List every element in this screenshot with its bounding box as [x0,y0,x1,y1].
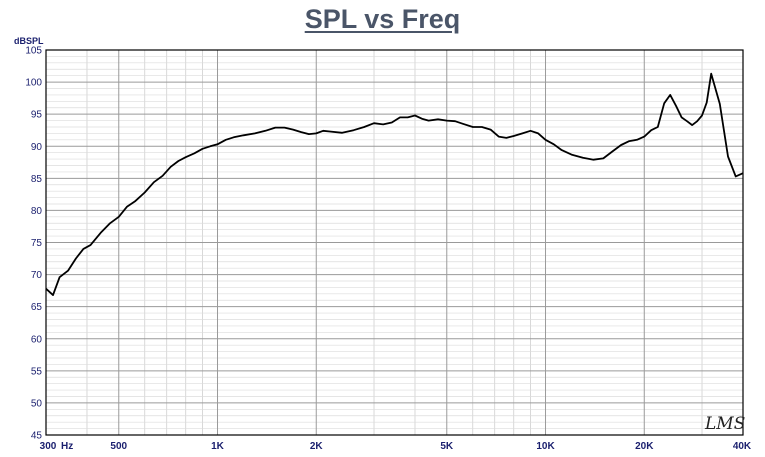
x-tick-label: 500 [110,441,127,452]
y-tick-labels: 45 50 55 60 65 70 75 80 85 90 95 100 105 [25,46,42,442]
y-tick-label: 95 [31,110,43,121]
x-tick-label: 300 [40,441,57,452]
y-tick-label: 85 [31,174,43,185]
x-tick-label: 10K [536,441,555,452]
chart-title: SPL vs Freq [304,4,461,34]
x-tick-label: 20K [635,441,654,452]
y-tick-label: 45 [31,431,43,442]
spl-curve-layer [45,72,744,297]
y-tick-label: 75 [31,238,43,249]
spl-curve [45,72,744,297]
y-axis-label: dBSPL [14,36,44,46]
x-tick-labels: 300 500 1K 2K 5K 10K 20K 40K [40,441,752,452]
y-tick-label: 55 [31,366,43,377]
y-tick-label: 80 [31,206,43,217]
y-tick-label: 70 [31,270,43,281]
plot-frame [45,49,744,436]
x-tick-label: 2K [310,441,324,452]
y-tick-label: 50 [31,398,43,409]
y-tick-label: 105 [25,46,42,57]
y-tick-label: 90 [31,142,43,153]
x-tick-label: 1K [211,441,225,452]
x-tick-label: 40K [733,441,752,452]
lms-watermark: LMS [704,414,745,434]
x-unit-label: Hz [61,441,73,452]
x-tick-label: 5K [440,441,454,452]
y-tick-label: 60 [31,334,43,345]
y-tick-label: 65 [31,302,43,313]
y-tick-label: 100 [25,78,42,89]
